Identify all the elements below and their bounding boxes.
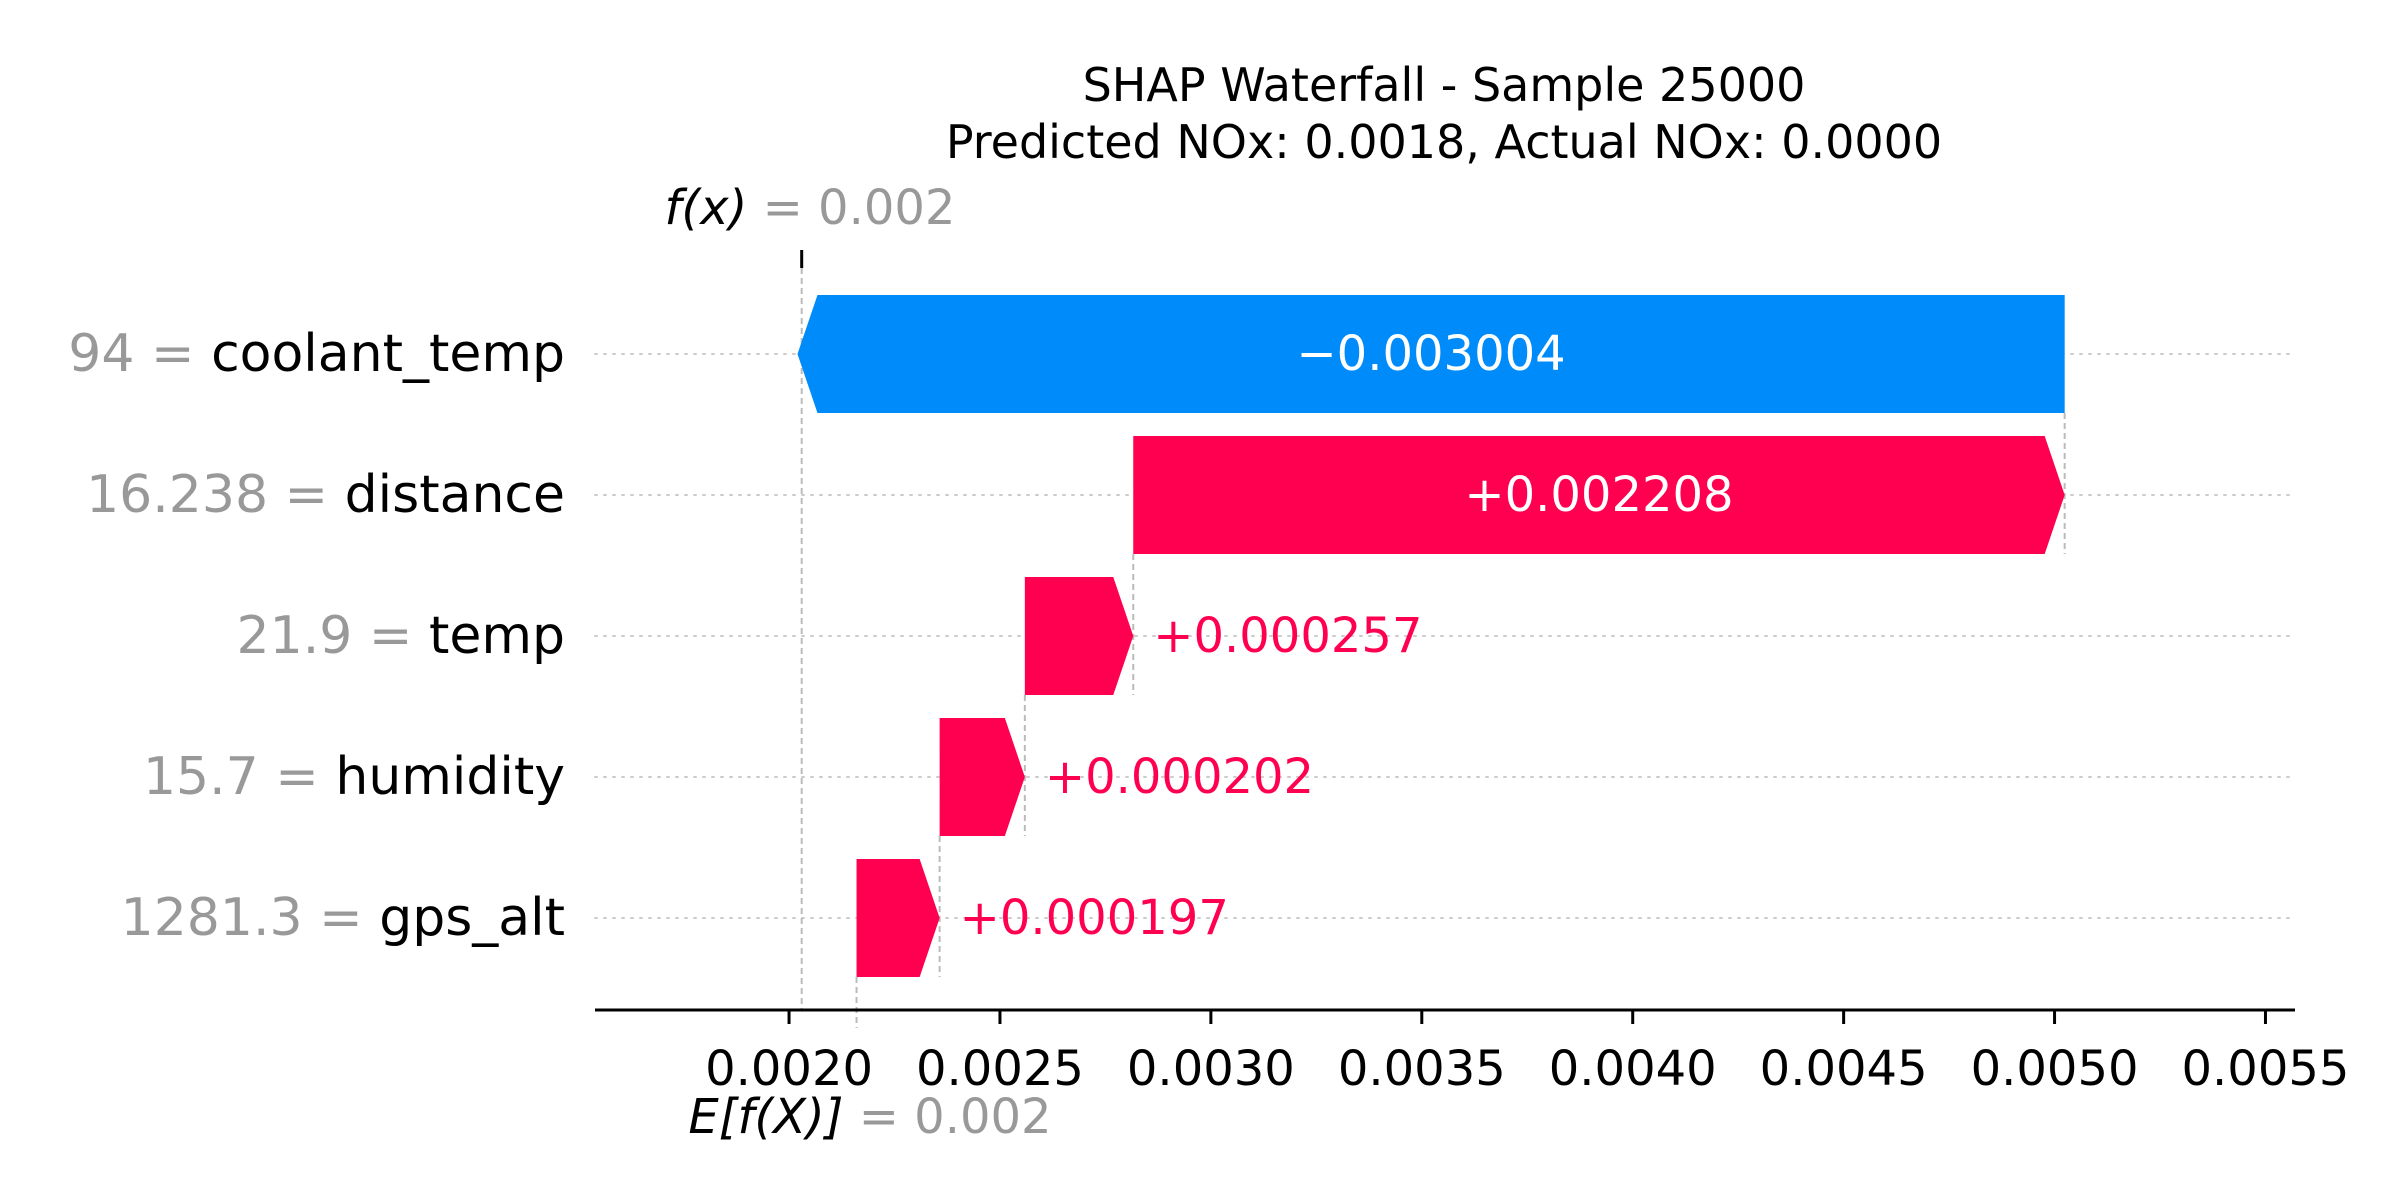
x-axis: 0.0020 0.0025 0.0030 0.0035 0.0040 0.0045 0.00… <box>595 1008 2349 1097</box>
chart-title: SHAP Waterfall - Sample 25000 <box>1083 58 1806 112</box>
x-tick-label: 0.0055 <box>2181 1041 2349 1097</box>
x-tick-label: 0.0045 <box>1760 1041 1928 1097</box>
feature-name: humidity <box>335 747 565 807</box>
x-tick-label: 0.0020 <box>705 1041 873 1097</box>
efx-annotation: E[f(X)] = 0.002 <box>688 1089 1051 1145</box>
waterfall-bars <box>797 295 2065 977</box>
shap-value-label: +0.002208 <box>1464 467 1733 523</box>
shap-value-label: +0.000257 <box>1153 608 1422 664</box>
feature-name: gps_alt <box>379 888 565 948</box>
feature-value: 15.7 = <box>143 747 335 807</box>
feature-label: 15.7 = humidity <box>143 747 565 807</box>
bar-distance <box>1133 436 2065 554</box>
shap-value-label: +0.000197 <box>960 890 1229 946</box>
x-tick-label: 0.0050 <box>1971 1041 2139 1097</box>
fx-value: 0.002 <box>818 180 955 236</box>
fx-label: f(x) <box>665 180 748 236</box>
x-tick-label: 0.0025 <box>916 1041 1084 1097</box>
feature-label: 1281.3 = gps_alt <box>121 888 565 948</box>
bar-coolant-temp <box>797 295 2065 413</box>
chart-subtitle: Predicted NOx: 0.0018, Actual NOx: 0.000… <box>946 115 1942 169</box>
feature-value: 21.9 = <box>237 606 429 666</box>
efx-label: E[f(X)] <box>688 1089 843 1145</box>
feature-labels: −0.003004 94 = coolant_temp +0.002208 16.23… <box>68 324 1733 948</box>
x-tick-label: 0.0040 <box>1549 1041 1717 1097</box>
feature-value: 94 = <box>68 324 211 384</box>
feature-value: 1281.3 = <box>121 888 380 948</box>
feature-name: coolant_temp <box>211 324 565 384</box>
x-tick-label: 0.0035 <box>1338 1041 1506 1097</box>
shap-value-label: −0.003004 <box>1296 326 1565 382</box>
bar-temp <box>1024 577 1134 695</box>
fx-annotation: f(x) = 0.002 <box>665 180 956 236</box>
feature-value: 16.238 = <box>86 465 345 525</box>
guide-lines <box>800 250 2066 1028</box>
feature-name: distance <box>345 465 565 525</box>
bar-gps-alt <box>856 859 940 977</box>
efx-value: 0.002 <box>914 1089 1051 1145</box>
x-tick-label: 0.0030 <box>1127 1041 1295 1097</box>
feature-name: temp <box>429 606 565 666</box>
feature-label: 94 = coolant_temp <box>68 324 565 384</box>
shap-value-label: +0.000202 <box>1045 749 1314 805</box>
feature-label: 21.9 = temp <box>237 606 565 666</box>
feature-label: 16.238 = distance <box>86 465 565 525</box>
bar-humidity <box>939 718 1025 836</box>
